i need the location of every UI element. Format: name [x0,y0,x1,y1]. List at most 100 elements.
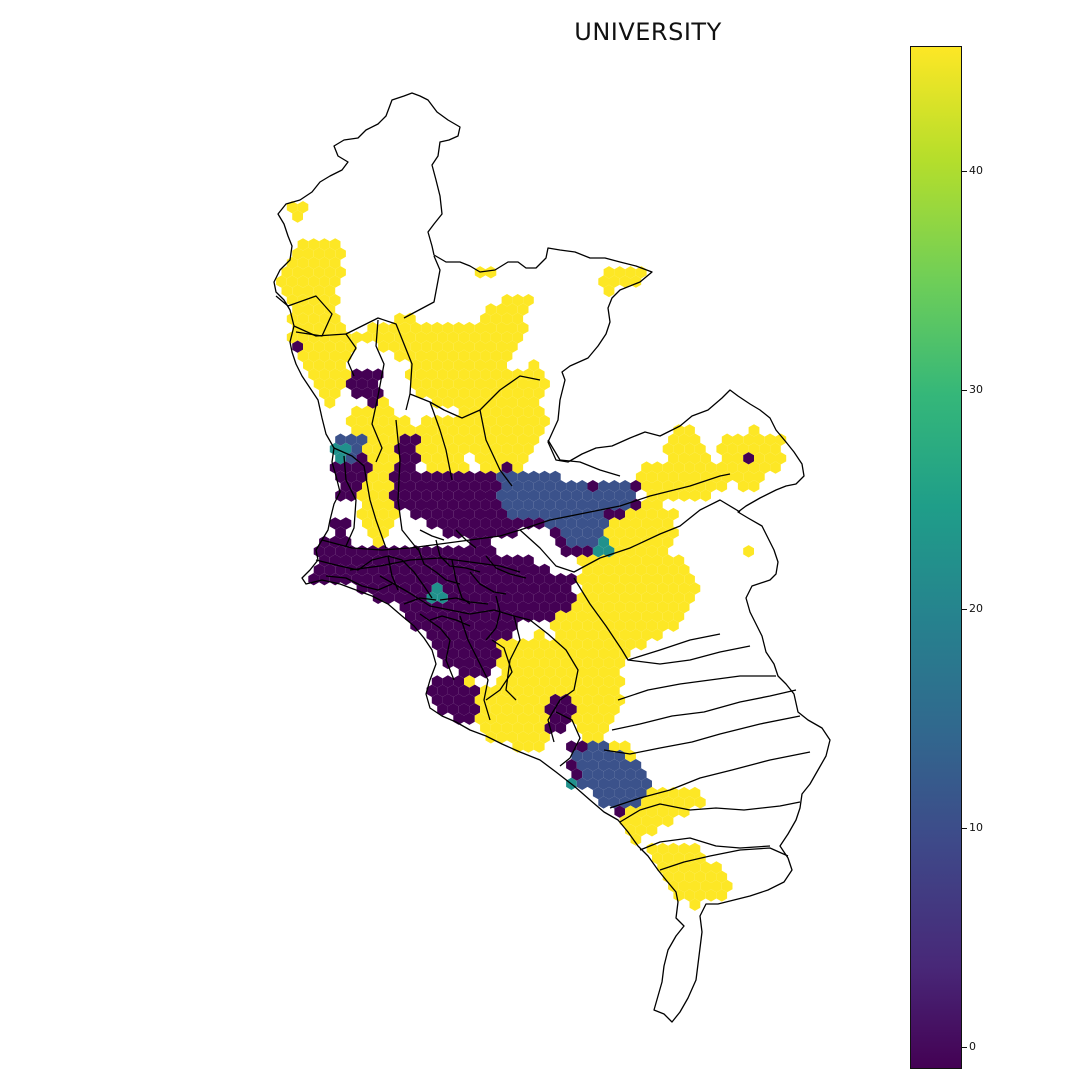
hex-cell [356,377,368,391]
hex-cell [549,470,561,484]
hex-cell [533,628,545,642]
hex-cell [646,545,658,558]
hex-cell [555,666,567,679]
hex-cell [329,517,341,530]
hex-cell [576,703,588,716]
hex-cell [362,331,373,344]
hex-cell [587,517,599,530]
hex-cell [437,349,448,363]
hex-cell [662,573,674,586]
hex-cell [490,721,502,735]
hex-cell [496,638,507,651]
hex-cell [453,321,464,335]
hex-cell [464,321,475,335]
hex-cell [603,619,615,632]
hex-cell [668,563,679,577]
hex-cell [474,619,486,632]
hex-cell [732,470,744,484]
hex-cell [485,526,497,539]
hex-cell [297,201,309,214]
hex-cell [464,600,475,614]
hex-cell [335,489,346,502]
hex-cell [399,452,411,465]
hex-cell [394,573,405,586]
hex-cell [635,824,647,837]
hex-cell [662,591,674,604]
hex-cell [464,507,475,521]
hex-cell [303,266,314,279]
hex-cell [678,452,690,465]
hex-cell [447,387,459,400]
hex-cell [447,424,459,437]
hex-cell [630,833,642,846]
hex-cell [303,303,314,316]
hex-cell [517,731,529,744]
hex-cell [587,777,599,790]
hex-cell [329,387,341,400]
hex-cell [652,554,663,567]
district-boundary [469,571,507,595]
hex-cell [512,387,524,400]
hex-cell [399,414,411,428]
hex-cell [609,759,620,772]
hex-cell [523,666,534,679]
hex-cell [657,507,669,521]
hex-cell [319,331,330,344]
hex-cell [635,582,647,595]
hex-cell [523,573,534,586]
hex-cell [372,331,384,344]
hex-cell [474,321,486,335]
hex-cell [464,693,475,707]
hex-cell [533,573,545,586]
hex-cell [635,786,647,800]
hex-cell [480,461,491,474]
hex-cell [539,377,550,391]
hex-cell [625,582,636,595]
hex-cell [480,368,491,381]
hex-cell [469,442,481,456]
hex-cell [544,591,556,604]
hex-cell [657,805,669,818]
hex-cell [329,349,341,363]
hex-cell [388,340,400,353]
hex-cell [431,489,443,502]
hex-cell [582,656,593,670]
hex-cell [496,507,507,521]
hex-cell [458,349,470,363]
hex-cell [641,554,652,567]
hex-cell [308,349,320,363]
hex-cell [689,489,701,502]
hex-cell [609,610,620,623]
hex-cell [442,563,454,577]
hex-cell [383,331,395,344]
hex-cell [345,489,357,502]
hex-cell [652,480,663,493]
hex-cell [592,600,604,614]
hex-cell [464,563,475,577]
hex-cell [673,610,685,623]
hex-cell [571,619,583,632]
hex-cell [641,610,652,623]
hex-cell [619,777,631,790]
colorbar-tick [962,1047,967,1049]
district-boundary [387,555,399,591]
hex-cell [684,889,695,902]
hex-cell [619,628,631,642]
hex-cell [603,526,615,539]
hex-cell [646,619,658,632]
hex-cell [549,656,561,670]
hex-cell [673,442,685,456]
hex-cell [464,712,475,725]
hex-cell [668,582,679,595]
hex-cell [447,498,459,511]
hex-cell [437,498,448,511]
hex-cell [652,461,663,474]
hex-cell [641,461,652,474]
district-boundaries [273,92,831,1023]
hex-cell [603,786,615,800]
hex-cell [501,442,513,456]
hex-cell [533,480,545,493]
hex-cell [421,433,432,446]
hex-cell [652,814,663,828]
hex-cell [431,563,443,577]
